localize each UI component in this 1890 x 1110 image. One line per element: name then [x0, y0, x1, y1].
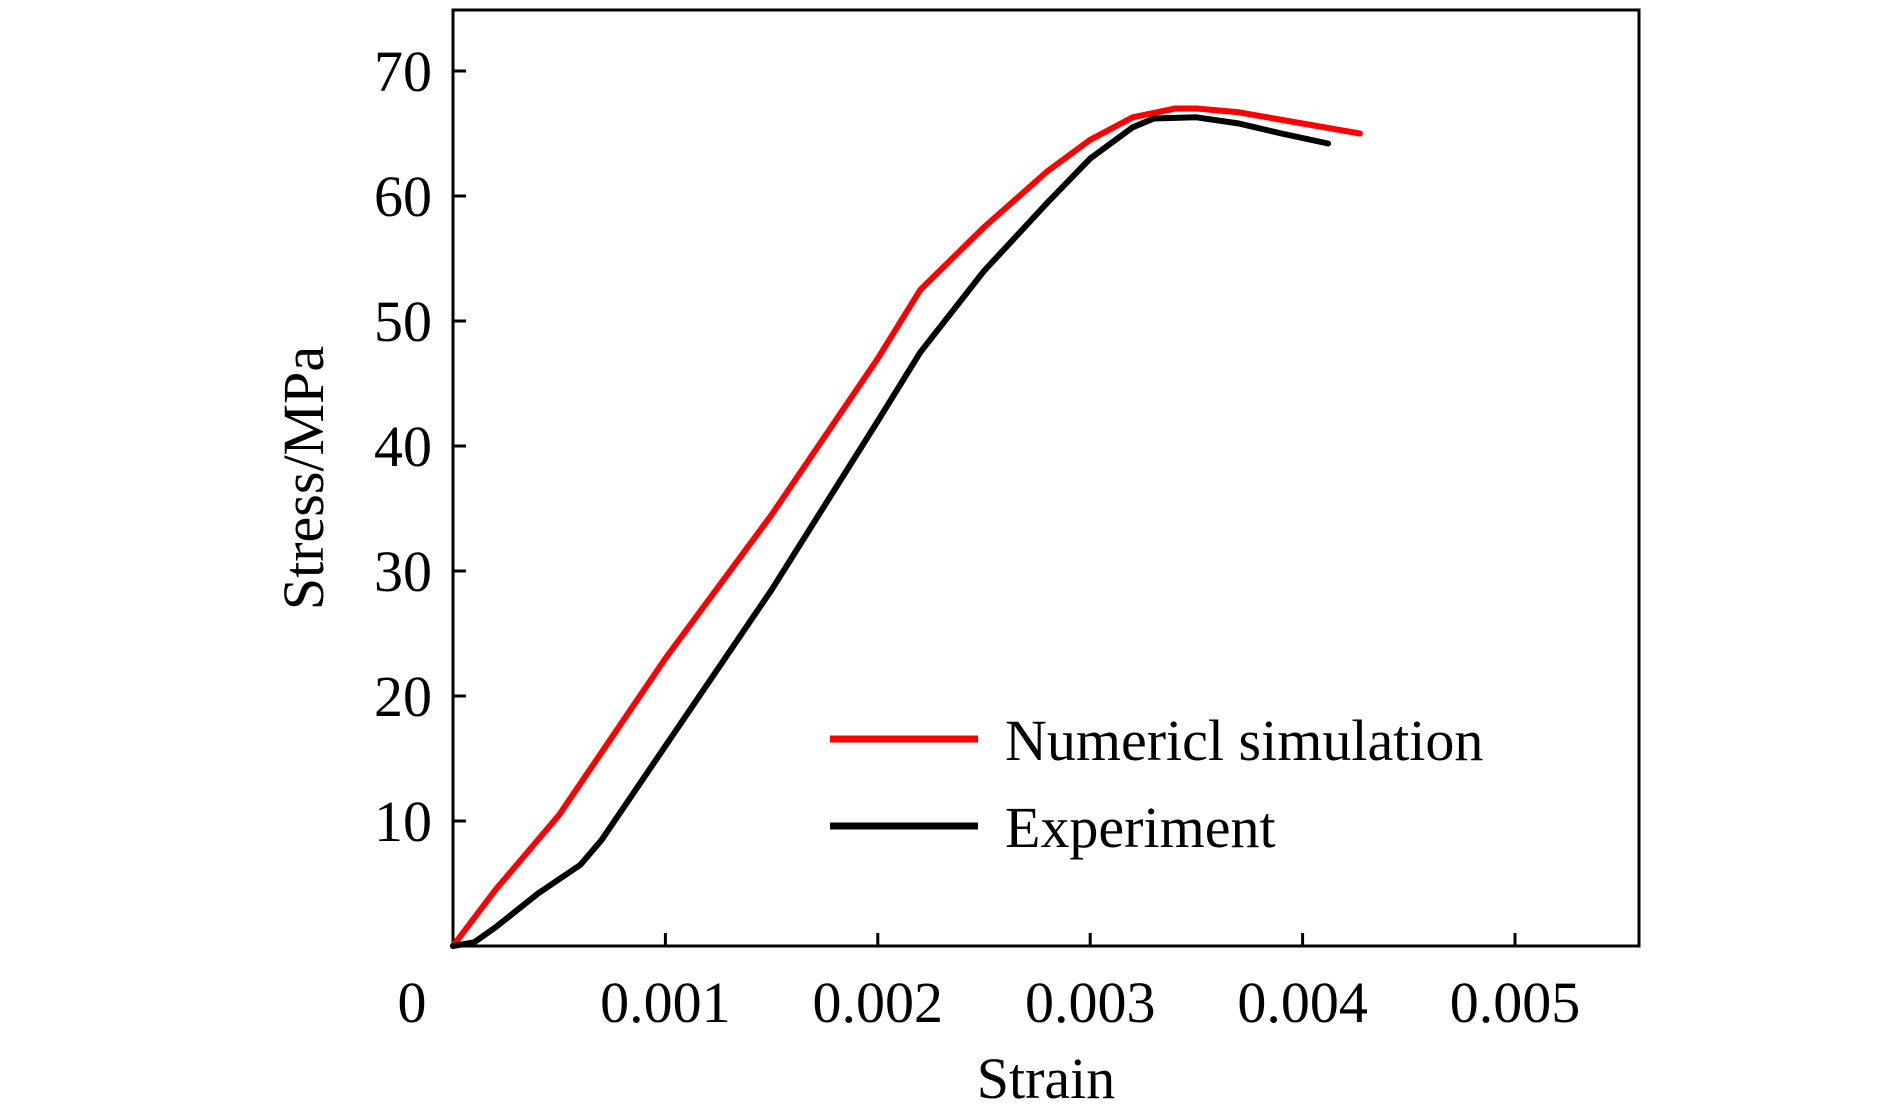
- legend-label-experiment: Experiment: [1005, 795, 1276, 860]
- x-tick-label-0-002: 0.002: [813, 970, 944, 1035]
- axis-ticks: [453, 69, 1517, 946]
- y-tick-label-20: 20: [374, 664, 432, 729]
- y-tick-label-60: 60: [374, 164, 432, 229]
- x-tick-label-0-005: 0.005: [1450, 970, 1581, 1035]
- y-tick-label-70: 70: [374, 39, 432, 104]
- series-lines: [450, 105, 1363, 949]
- legend-label-numericl-simulation: Numericl simulation: [1005, 708, 1483, 773]
- y-tick-label-30: 30: [374, 539, 432, 604]
- y-tick-label-40: 40: [374, 414, 432, 479]
- series-line-experiment: [450, 114, 1332, 949]
- x-axis-title: Strain: [977, 1046, 1116, 1110]
- x-tick-label-0-004: 0.004: [1237, 970, 1368, 1035]
- x-tick-label-0-003: 0.003: [1025, 970, 1156, 1035]
- series-line-numericl-simulation: [450, 105, 1363, 949]
- legend: Numericl simulation Experiment: [830, 708, 1483, 860]
- x-tick-label-0-001: 0.001: [600, 970, 731, 1035]
- y-tick-label-10: 10: [374, 789, 432, 854]
- y-tick-label-50: 50: [374, 289, 432, 354]
- x-origin-label: 0: [398, 970, 427, 1035]
- plot-frame: [451, 8, 1641, 948]
- y-axis-title: Stress/MPa: [271, 346, 336, 610]
- axis-tick-labels: 0.001 0.002 0.003 0.004 0.005 10 20 30 40 50 60 70: [374, 39, 1580, 1035]
